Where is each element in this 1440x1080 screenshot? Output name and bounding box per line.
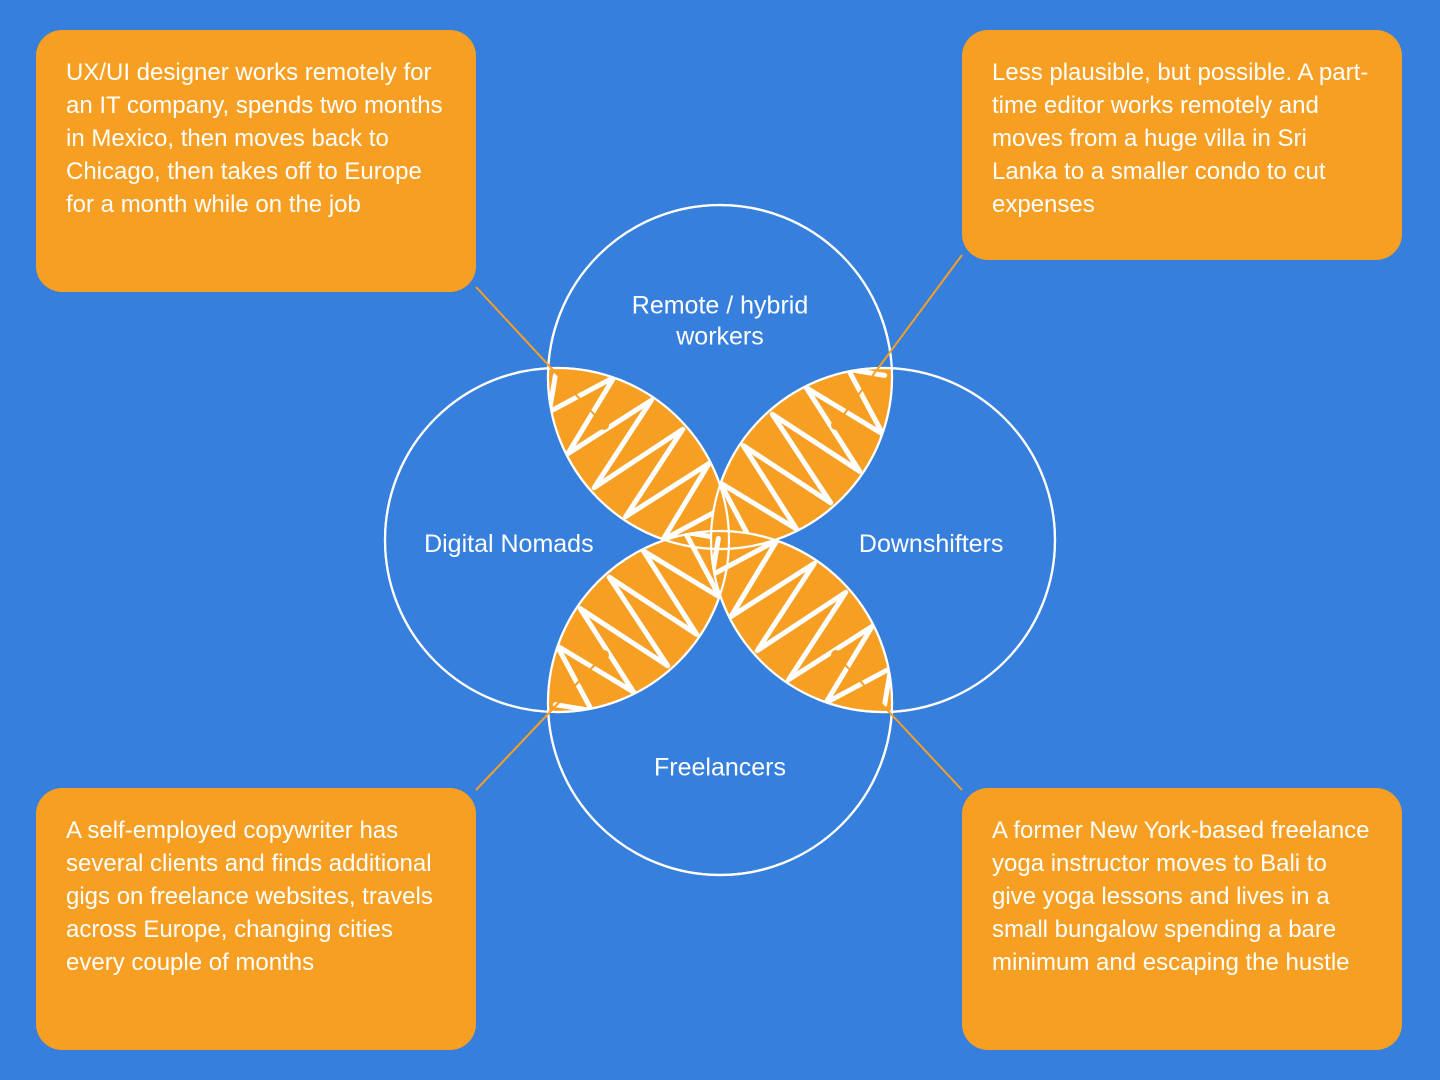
venn-label-top: Remote / hybridworkers [632, 291, 808, 350]
connector-bottom_left [476, 655, 604, 790]
connector-dot-bottom_left [599, 650, 609, 660]
venn-label-left: Digital Nomads [424, 530, 594, 558]
connector-dot-bottom_right [831, 650, 841, 660]
callout-top-left: UX/UI designer works remotely for an IT … [36, 30, 476, 292]
connector-dot-top_right [831, 420, 841, 430]
callout-bottom-right: A former New York-based freelance yoga i… [962, 788, 1402, 1050]
connector-top_right [836, 255, 962, 425]
connector-bottom_right [836, 655, 962, 790]
callout-bottom-left: A self-employed copywriter has several c… [36, 788, 476, 1050]
callout-top-right: Less plausible, but possible. A part-tim… [962, 30, 1402, 260]
venn-overlap-tr [711, 368, 892, 549]
connector-top_left [476, 287, 604, 425]
venn-label-right: Downshifters [859, 530, 1004, 558]
venn-infographic: Remote / hybridworkers Downshifters Freela… [0, 0, 1440, 1080]
connector-dot-top_left [599, 420, 609, 430]
venn-label-bottom: Freelancers [654, 753, 786, 781]
